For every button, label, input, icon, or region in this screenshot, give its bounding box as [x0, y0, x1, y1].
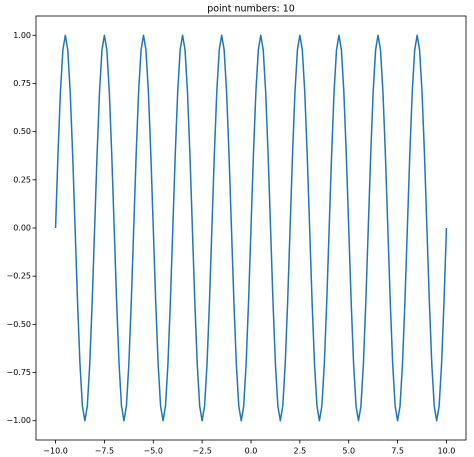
- x-tick-label: −2.5: [192, 447, 211, 456]
- y-tick-label: −1.00: [6, 416, 31, 425]
- x-tick-label: 2.5: [293, 447, 306, 456]
- x-tick-label: 5.0: [342, 447, 355, 456]
- y-tick-label: 1.00: [13, 31, 31, 40]
- y-tick-label: −0.50: [6, 320, 31, 329]
- y-tick-label: 0.00: [13, 224, 31, 233]
- x-tick-label: −10.0: [43, 447, 68, 456]
- x-tick-label: 0.0: [245, 447, 258, 456]
- line: [54, 34, 448, 422]
- y-tick-label: 0.50: [13, 127, 31, 136]
- x-tick-label: −5.0: [144, 447, 163, 456]
- x-tick-label: 7.5: [391, 447, 404, 456]
- y-tick-label: 0.75: [13, 79, 31, 88]
- y-tick-label: −0.25: [6, 272, 31, 281]
- plot-frame: [35, 15, 467, 441]
- chart-title: point numbers: 10: [207, 4, 295, 15]
- x-tick-label: 10.0: [438, 447, 456, 456]
- y-tick-label: 0.25: [13, 175, 31, 184]
- x-tick-label: −7.5: [95, 447, 114, 456]
- y-tick-label: −0.75: [6, 368, 31, 377]
